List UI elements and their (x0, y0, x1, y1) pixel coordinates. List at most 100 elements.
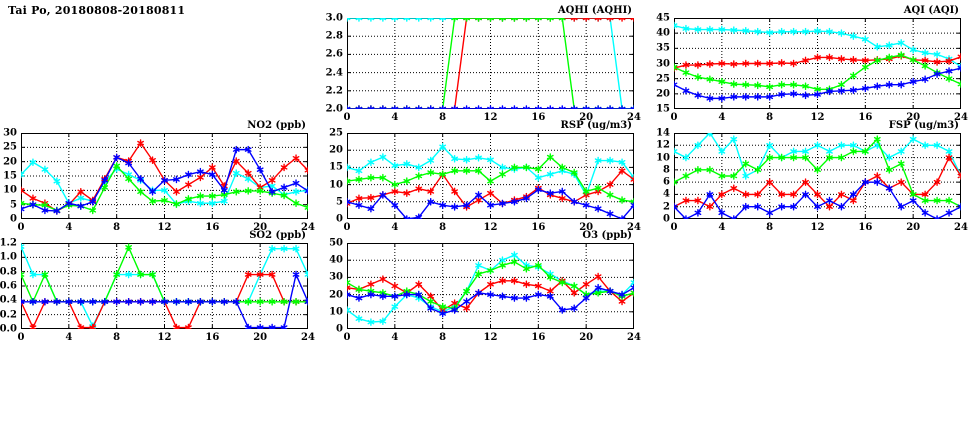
xtick-label-aqi: 4 (718, 112, 726, 123)
series-rsp-day4 (347, 185, 634, 219)
xtick-label-so2: 0 (17, 332, 25, 343)
panel-rsp: RSP (ug/m3) 0 5 10 15 20 25 0 4 8 12 16 20 24 (329, 120, 641, 233)
xtick-label-aqi: 8 (766, 112, 774, 123)
panel-aqi: AQI (AQI) 15 20 25 30 35 40 45 0 4 8 12 16 20 24 (656, 5, 968, 123)
xtick-label-o3: 20 (579, 332, 594, 343)
xtick-label-rsp: 12 (483, 222, 498, 233)
xtick-label-fsp: 8 (766, 222, 774, 233)
ytick-label-no2: 0 (10, 213, 17, 225)
ytick-label-rsp: 5 (336, 196, 343, 208)
xtick-label-no2: 20 (253, 222, 268, 233)
tick-marks-aqi (674, 18, 961, 109)
xtick-label-aqi: 12 (810, 112, 825, 123)
xtick-label-fsp: 24 (954, 222, 968, 233)
xtick-label-fsp: 20 (906, 222, 921, 233)
ytick-label-aqhi: 3.0 (325, 12, 343, 24)
xtick-label-fsp: 16 (858, 222, 873, 233)
panel-title-aqi: AQI (AQI) (903, 5, 959, 16)
ytick-label-aqhi: 2.2 (325, 85, 343, 97)
xtick-label-rsp: 0 (343, 222, 351, 233)
tick-marks-fsp (674, 133, 961, 219)
ytick-label-fsp: 12 (656, 139, 670, 151)
ytick-label-aqi: 40 (656, 27, 670, 39)
plot-canvas-rsp (347, 133, 634, 219)
xtick-label-aqhi: 24 (627, 112, 641, 123)
xtick-label-aqhi: 8 (439, 112, 447, 123)
grid-lines-aqhi (347, 18, 634, 109)
ytick-label-rsp: 0 (336, 213, 343, 225)
ytick-label-fsp: 2 (663, 201, 670, 213)
xtick-label-no2: 12 (157, 222, 172, 233)
series-aqi-day1 (674, 21, 961, 71)
xtick-label-rsp: 16 (531, 222, 546, 233)
panel-o3: O3 (ppb) 0 10 20 30 40 50 0 4 8 12 16 20 24 (329, 230, 641, 343)
tick-marks-rsp (347, 133, 634, 219)
ytick-label-aqi: 30 (656, 58, 670, 69)
ytick-label-no2: 15 (3, 170, 17, 182)
xtick-label-rsp: 20 (579, 222, 594, 233)
ytick-label-o3: 50 (329, 237, 343, 249)
ytick-label-o3: 40 (329, 254, 343, 266)
panel-title-aqhi: AQHI (AQHI) (557, 5, 632, 16)
series-o3-day4 (347, 283, 634, 318)
xtick-label-o3: 12 (483, 332, 498, 343)
plot-canvas-so2 (21, 243, 308, 329)
series-so2-day4 (21, 270, 308, 329)
ytick-label-so2: 1.2 (0, 237, 17, 249)
ytick-label-so2: 0.8 (0, 266, 17, 278)
ytick-label-o3: 10 (329, 306, 343, 318)
series-fsp-day3 (674, 135, 961, 211)
panel-aqhi: AQHI (AQHI) 2.0 2.2 2.4 2.6 2.8 3.0 0 4 8 12 16 20 24 (326, 5, 641, 123)
ytick-label-aqhi: 2.6 (325, 48, 343, 60)
ytick-label-aqhi: 2.8 (325, 30, 343, 42)
panel-so2: SO2 (ppb) 0.0 0.2 0.4 0.6 0.8 1.0 1.2 0 4 8 12 16 20 2… (0, 230, 315, 343)
xtick-label-rsp: 4 (391, 222, 399, 233)
xtick-label-aqhi: 16 (531, 112, 546, 123)
plot-canvas-o3 (347, 243, 634, 329)
panel-title-fsp: FSP (ug/m3) (888, 120, 959, 131)
xtick-label-aqhi: 4 (391, 112, 399, 123)
ytick-label-so2: 0.2 (0, 309, 17, 321)
xtick-label-aqi: 20 (906, 112, 921, 123)
plot-canvas-no2 (21, 133, 308, 219)
ytick-label-rsp: 15 (329, 161, 343, 173)
xtick-label-fsp: 0 (670, 222, 678, 233)
xtick-label-aqi: 0 (670, 112, 678, 123)
ytick-label-o3: 0 (336, 323, 343, 335)
ytick-label-o3: 20 (329, 289, 343, 301)
xtick-label-so2: 12 (157, 332, 172, 343)
xtick-label-no2: 8 (113, 222, 121, 233)
ytick-label-so2: 0.4 (0, 294, 17, 306)
series-rsp-day3 (347, 153, 634, 206)
xtick-label-o3: 24 (627, 332, 641, 343)
xtick-label-so2: 8 (113, 332, 121, 343)
ytick-label-o3: 30 (329, 271, 343, 283)
xtick-label-so2: 24 (301, 332, 315, 343)
ytick-label-fsp: 0 (663, 213, 670, 225)
ytick-label-fsp: 8 (663, 164, 670, 176)
ytick-label-so2: 0.0 (0, 323, 17, 335)
grid-lines-so2 (21, 243, 308, 329)
xtick-label-fsp: 4 (718, 222, 726, 233)
ytick-label-fsp: 6 (663, 176, 670, 188)
xtick-label-aqi: 16 (858, 112, 873, 123)
series-fsp-day4 (674, 178, 961, 219)
page-title: Tai Po, 20180808-20180811 (8, 4, 186, 17)
xtick-label-so2: 16 (205, 332, 220, 343)
xtick-label-no2: 16 (205, 222, 220, 233)
plot-canvas-aqhi (347, 18, 634, 109)
xtick-label-so2: 4 (65, 332, 73, 343)
panel-no2: NO2 (ppb) 0 5 10 15 20 25 30 0 4 8 12 16 20 24 (3, 120, 315, 233)
panel-title-rsp: RSP (ug/m3) (560, 120, 632, 131)
ytick-label-aqi: 25 (656, 73, 670, 85)
ytick-label-no2: 10 (3, 184, 17, 196)
plot-canvas-aqi (674, 18, 961, 109)
xtick-label-no2: 4 (65, 222, 73, 233)
xtick-label-aqi: 24 (954, 112, 968, 123)
xtick-label-o3: 8 (439, 332, 447, 343)
xtick-label-no2: 0 (17, 222, 25, 233)
ytick-label-no2: 25 (3, 141, 17, 153)
xtick-label-aqhi: 20 (579, 112, 594, 123)
ytick-label-aqi: 20 (656, 88, 670, 100)
xtick-label-o3: 0 (343, 332, 351, 343)
